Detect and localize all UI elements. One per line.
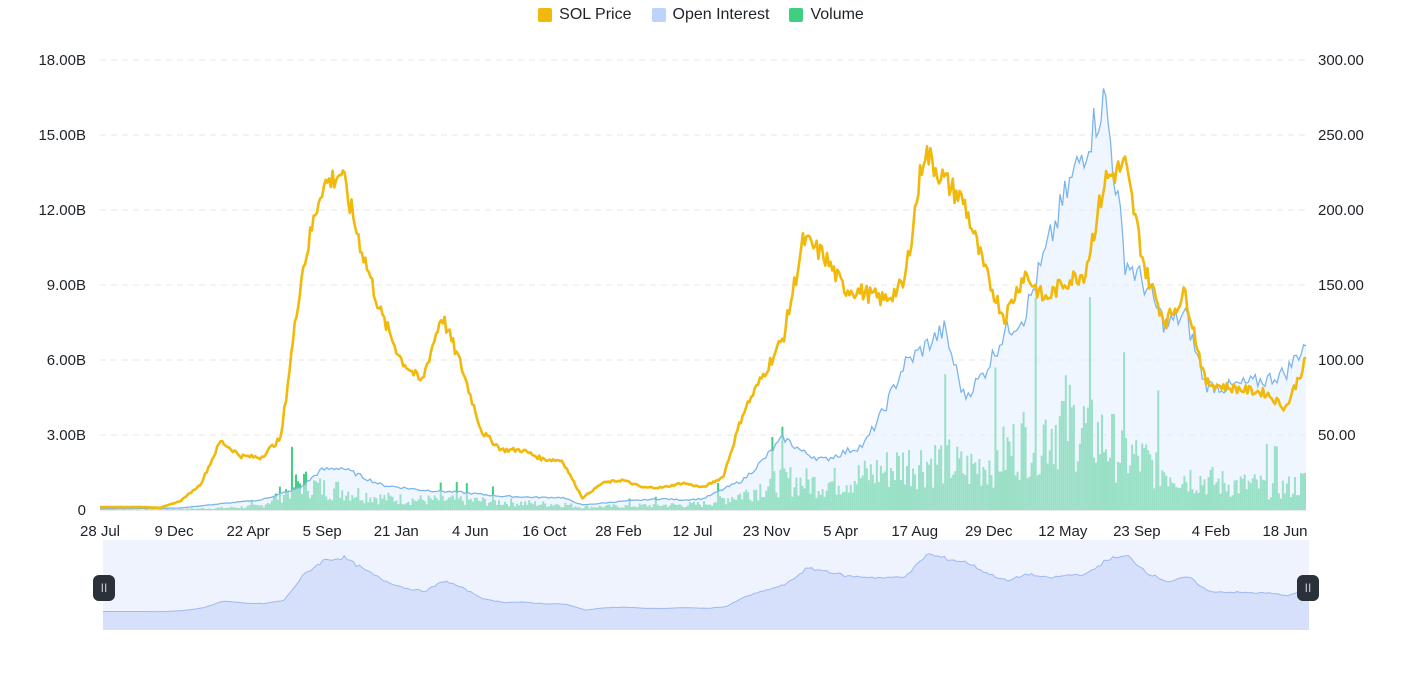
y-left-tick-label: 3.00B	[47, 427, 86, 444]
y-left-tick-label: 9.00B	[47, 277, 86, 294]
x-tick-label: 4 Jun	[452, 523, 489, 540]
legend-label-volume: Volume	[810, 6, 864, 23]
x-tick-label: 21 Jan	[374, 523, 419, 540]
legend-swatch-open-interest	[651, 8, 666, 22]
chart-legend: SOL Price Open Interest Volume	[0, 6, 1402, 24]
y-right-tick-label: 200.00	[1318, 202, 1364, 219]
x-tick-label: 5 Apr	[823, 523, 858, 540]
legend-swatch-sol-price	[538, 8, 553, 22]
navigator-left-handle[interactable]: II	[93, 575, 115, 601]
x-tick-label: 5 Sep	[303, 523, 342, 540]
x-tick-label: 17 Aug	[891, 523, 938, 540]
legend-item-volume[interactable]: Volume	[789, 6, 864, 24]
range-navigator[interactable]	[103, 540, 1310, 630]
x-tick-label: 12 May	[1038, 523, 1088, 540]
y-left-tick-label: 12.00B	[38, 202, 86, 219]
navigator-line	[103, 553, 1310, 613]
y-left-tick-label: 6.00B	[47, 352, 86, 369]
x-tick-label: 28 Jul	[80, 523, 120, 540]
y-left-tick-label: 18.00B	[38, 52, 86, 69]
x-tick-label: 29 Dec	[965, 523, 1013, 540]
y-left-tick-label: 15.00B	[38, 127, 86, 144]
open-interest-area	[100, 88, 1306, 511]
x-tick-label: 16 Oct	[522, 523, 567, 540]
main-chart[interactable]: 0 3.00B 50.00 6.00B 100.00 9.00B 150.00 12.00B 2…	[0, 0, 1402, 540]
x-tick-label: 23 Nov	[743, 523, 791, 540]
open-interest-line	[99, 88, 1307, 510]
x-tick-label: 23 Sep	[1113, 523, 1161, 540]
y-right-tick-label: 300.00	[1318, 52, 1364, 69]
y-right-tick-label: 100.00	[1318, 352, 1364, 369]
navigator-right-handle[interactable]: II	[1297, 575, 1319, 601]
y-right-tick-label: 250.00	[1318, 127, 1364, 144]
navigator-area	[103, 553, 1309, 630]
legend-item-open-interest[interactable]: Open Interest	[651, 6, 770, 24]
x-tick-label: 28 Feb	[595, 523, 642, 540]
x-tick-label: 18 Jun	[1262, 523, 1307, 540]
y-left-tick-label: 0	[78, 502, 86, 519]
legend-label-sol-price: SOL Price	[559, 6, 632, 23]
legend-item-sol-price[interactable]: SOL Price	[538, 6, 632, 24]
x-tick-label: 4 Feb	[1192, 523, 1230, 540]
navigator-chart	[103, 553, 1310, 630]
x-tick-label: 22 Apr	[226, 523, 269, 540]
sol-price-line	[99, 145, 1307, 510]
volume-bar	[290, 446, 293, 510]
x-tick-label: 9 Dec	[154, 523, 194, 540]
y-right-tick-label: 50.00	[1318, 427, 1356, 444]
legend-swatch-volume	[789, 8, 804, 22]
legend-label-open-interest: Open Interest	[672, 6, 770, 23]
y-right-tick-label: 150.00	[1318, 277, 1364, 294]
x-tick-label: 12 Jul	[672, 523, 712, 540]
